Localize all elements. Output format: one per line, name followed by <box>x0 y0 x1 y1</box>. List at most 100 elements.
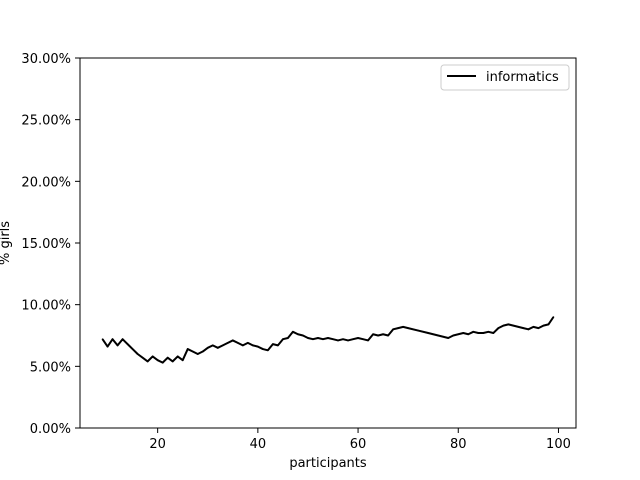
data-point <box>477 332 480 334</box>
data-point <box>237 342 239 344</box>
data-point <box>171 360 174 363</box>
y-tick-label: 15.00% <box>21 237 71 252</box>
data-point <box>242 344 244 347</box>
y-tick-label: 30.00% <box>21 52 71 67</box>
data-point <box>362 338 364 341</box>
data-point <box>507 323 510 326</box>
y-axis-label: % girls <box>0 221 13 265</box>
data-point <box>552 316 555 318</box>
data-point <box>527 328 530 331</box>
data-point <box>502 324 505 327</box>
data-point <box>181 359 184 361</box>
data-point <box>146 360 149 363</box>
data-point <box>176 355 179 358</box>
data-point <box>196 353 199 355</box>
y-axis: 0.00% 5.00% 10.00% 15.00% 20.00% 25.00% 30.00% <box>21 52 80 437</box>
data-point <box>377 334 379 337</box>
data-point <box>232 339 234 342</box>
x-axis: 20 40 60 80 100 <box>149 428 571 452</box>
data-point <box>367 339 369 342</box>
data-point <box>136 353 139 355</box>
data-point <box>512 324 515 327</box>
data-point <box>206 347 209 349</box>
data-point <box>537 327 540 329</box>
data-point <box>151 355 154 358</box>
data-point <box>372 333 374 336</box>
data-point <box>452 334 455 337</box>
data-point <box>116 344 119 347</box>
data-point <box>126 343 129 345</box>
legend: informatics <box>440 64 570 91</box>
x-tick-label: 80 <box>450 437 467 452</box>
y-tick-label: 5.00% <box>30 360 71 375</box>
data-point <box>211 344 214 347</box>
data-point <box>297 333 299 336</box>
data-point <box>517 326 520 328</box>
data-point <box>221 344 224 347</box>
data-point <box>272 343 274 345</box>
data-point <box>397 327 399 329</box>
data-point <box>437 334 440 337</box>
legend-frame <box>440 64 570 91</box>
data-point <box>257 345 259 348</box>
x-axis-label: participants <box>289 456 367 471</box>
data-point <box>267 349 269 352</box>
data-point <box>407 327 409 329</box>
data-point <box>497 327 500 329</box>
y-tick-label: 0.00% <box>30 422 71 437</box>
y-tick-label: 20.00% <box>21 175 71 190</box>
data-point <box>337 339 339 342</box>
data-point <box>352 338 354 341</box>
data-point <box>322 338 324 341</box>
data-point <box>262 348 264 350</box>
data-point <box>287 337 289 339</box>
data-point <box>417 329 419 332</box>
data-point <box>482 332 485 334</box>
data-point <box>252 344 254 347</box>
x-tick-label: 40 <box>250 437 267 452</box>
data-point <box>216 347 219 349</box>
data-point <box>317 337 319 339</box>
data-point <box>522 327 525 329</box>
y-tick-label: 25.00% <box>21 114 71 129</box>
data-point <box>312 338 314 341</box>
data-point <box>121 338 124 341</box>
data-point <box>292 331 294 333</box>
data-point <box>106 345 109 348</box>
data-point <box>402 326 404 328</box>
data-point <box>532 326 535 328</box>
data-point <box>201 350 204 353</box>
data-point <box>277 344 279 347</box>
data-point <box>327 337 329 339</box>
data-point <box>342 338 344 341</box>
data-point <box>227 342 229 344</box>
data-point <box>457 333 460 336</box>
data-point <box>427 332 430 334</box>
data-point <box>447 337 450 339</box>
data-point <box>332 338 334 341</box>
data-point <box>487 331 490 333</box>
data-point <box>191 350 194 353</box>
legend-label: informatics <box>486 70 559 85</box>
data-point <box>141 356 144 359</box>
data-point <box>542 324 545 327</box>
data-point <box>392 328 394 331</box>
y-tick-label: 10.00% <box>21 299 71 314</box>
data-point <box>166 356 169 359</box>
x-tick-label: 20 <box>149 437 166 452</box>
data-point <box>282 338 284 341</box>
data-point <box>186 348 189 350</box>
data-point <box>307 337 309 339</box>
data-point <box>111 338 114 341</box>
data-point <box>462 332 465 334</box>
plot-area <box>101 316 555 364</box>
data-point <box>131 348 134 350</box>
data-point <box>387 334 389 337</box>
data-point <box>467 333 470 336</box>
data-point <box>357 337 359 339</box>
data-point <box>547 323 550 326</box>
data-point <box>382 333 384 336</box>
x-tick-label: 100 <box>546 437 571 452</box>
data-point <box>156 359 159 361</box>
